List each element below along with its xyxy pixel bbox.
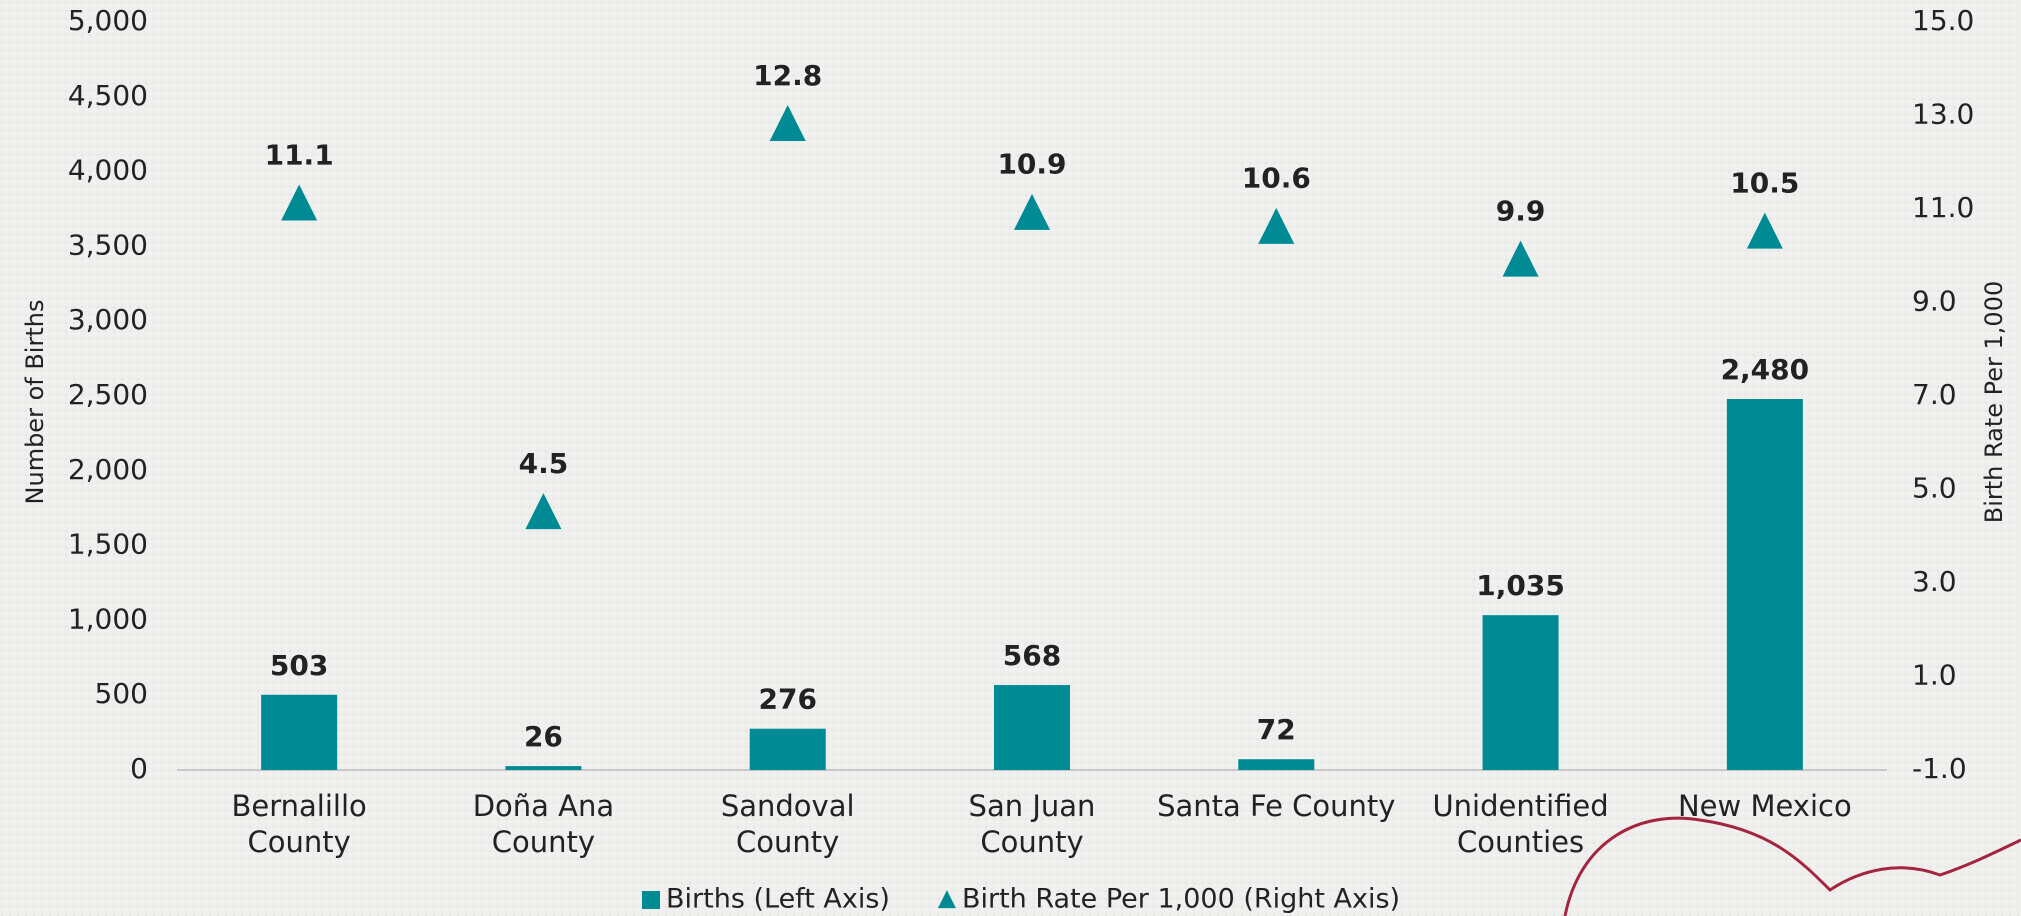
data-label: 26 [524,720,563,753]
bar [261,694,338,770]
decoration [1563,816,2021,916]
y-tick-label: 0 [130,752,148,785]
data-label: 12.8 [753,59,822,92]
data-label: 4.5 [519,447,569,480]
y-axis-title: Number of Births [21,300,49,505]
legend-swatch [937,890,956,909]
data-label: 10.9 [997,148,1066,181]
y2-tick-label: 7.0 [1912,378,1957,411]
y-tick-label: 1,000 [68,602,148,635]
data-label: 72 [1257,713,1296,746]
x-tick-label: Doña Ana County [472,789,615,859]
data-label: 276 [758,683,816,716]
triangle-marker [281,184,318,221]
y2-tick-label: -1.0 [1912,752,1967,785]
bar [505,766,582,770]
x-tick-label: Sandoval County [720,789,855,859]
y2-tick-label: 11.0 [1912,191,1974,224]
data-label: 9.9 [1496,194,1546,227]
y2-axis-title: Birth Rate Per 1,000 [1980,281,2008,524]
triangle-marker [525,493,562,530]
data-label: 2,480 [1721,353,1810,386]
x-tick-label: Unidentified Counties [1432,789,1609,859]
y2-tick-label: 15.0 [1912,4,1974,37]
y-tick-label: 3,500 [68,228,148,261]
y2-tick-label: 9.0 [1912,285,1957,318]
bar [1238,759,1315,770]
data-label: 10.5 [1730,166,1799,199]
triangle-marker [1502,240,1539,277]
triangle-marker [1258,207,1295,244]
data-label: 10.6 [1242,162,1311,195]
x-tick-label: Santa Fe County [1157,789,1396,823]
y2-tick-label: 3.0 [1912,565,1957,598]
x-tick-label: Bernalillo County [231,789,367,859]
triangle-marker [769,105,806,142]
triangle-marker [1746,212,1783,249]
y2-tick-label: 1.0 [1912,659,1957,692]
bar [1482,615,1559,770]
legend-label: Births (Left Axis) [666,884,890,915]
data-label: 568 [1003,639,1061,672]
data-label: 503 [270,649,328,682]
y-tick-label: 1,500 [68,528,148,561]
data-label: 1,035 [1476,569,1565,602]
triangle-marker [1014,193,1050,230]
y-tick-label: 5,000 [68,4,148,37]
y-tick-label: 2,000 [68,453,148,486]
bar [994,685,1070,770]
y2-tick-label: 13.0 [1912,98,1974,131]
bar [749,728,826,770]
bar [1726,398,1803,770]
data-label: 11.1 [265,138,334,171]
y-tick-label: 4,500 [68,79,148,112]
legend-label: Birth Rate Per 1,000 (Right Axis) [962,884,1400,915]
y-tick-label: 2,500 [68,378,148,411]
y-tick-label: 4,000 [68,154,148,187]
y-tick-label: 3,000 [68,303,148,336]
x-tick-label: New Mexico [1677,789,1852,823]
y-tick-label: 500 [95,677,148,710]
x-tick-label: San Juan County [968,789,1096,859]
legend-swatch [642,891,660,909]
y2-tick-label: 5.0 [1912,472,1957,505]
